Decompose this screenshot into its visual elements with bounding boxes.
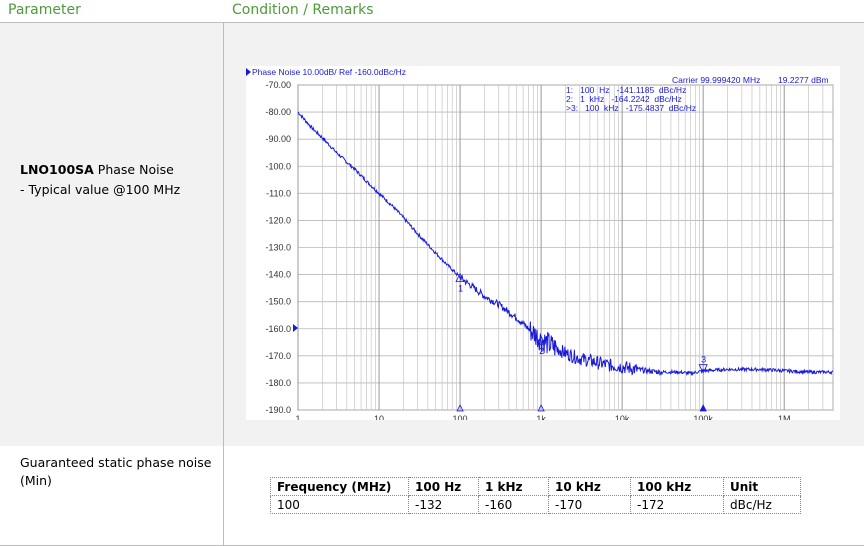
markers: 1 2 3 xyxy=(455,272,708,412)
y-tick-label: -100.0 xyxy=(265,161,291,171)
y-tick-label: -120.0 xyxy=(265,215,291,225)
ref-level-icon xyxy=(293,324,298,332)
chart-svg: -70.00 -80.00 -90.00 -100.0 -110.0 -120.0 -130… xyxy=(246,67,834,424)
phase-noise-chart: -70.00 -80.00 -90.00 -100.0 -110.0 -120.0 -130… xyxy=(246,66,840,424)
x-tick-label: 1M xyxy=(778,414,791,420)
marker-readout: >3: 100 kHz -175.4837 dBc/Hz xyxy=(566,103,696,113)
y-tick-label: -70.00 xyxy=(265,80,291,90)
spec-cell: dBc/Hz xyxy=(723,495,801,514)
x-axis: 1 10 100 1k 10k 100k 1M xyxy=(295,414,791,424)
spec-header: 10 kHz xyxy=(548,477,631,496)
spec-header: 100 kHz xyxy=(630,477,724,496)
x-tick-label: 10 xyxy=(374,414,384,420)
y-tick-label: -80.00 xyxy=(265,107,291,117)
y-tick-label: -180.0 xyxy=(265,378,291,388)
y-axis: -70.00 -80.00 -90.00 -100.0 -110.0 -120.0 -130… xyxy=(265,80,291,415)
column-divider xyxy=(223,22,224,545)
header-parameter: Parameter xyxy=(8,2,81,18)
marker-id: 2 xyxy=(539,346,544,356)
y-tick-label: -160.0 xyxy=(265,324,291,334)
x-tick-label: 100 xyxy=(453,414,468,420)
carrier-label: Carrier 99.999420 MHz xyxy=(672,75,760,85)
spec-data-row: 100 -132 -160 -170 -172 dBc/Hz xyxy=(270,495,801,514)
marker-id: 1 xyxy=(458,284,463,294)
spec-header-row: Frequency (MHz) 100 Hz 1 kHz 10 kHz 100 … xyxy=(270,477,801,496)
marker-triangle-icon xyxy=(455,272,465,283)
x-tick-label: 10k xyxy=(615,414,630,420)
param-title: Phase Noise xyxy=(93,162,174,177)
y-tick-label: -110.0 xyxy=(266,188,291,198)
spec-header: Frequency (MHz) xyxy=(270,477,409,496)
spec-cell: 100 xyxy=(270,495,409,514)
product-name: LNO100SA xyxy=(20,162,94,177)
spec-cell: -172 xyxy=(630,495,724,514)
marker-readouts: 1: 100 Hz -141.1185 dBc/Hz2: 1 kHz -164.… xyxy=(566,85,696,113)
spec-cell: -170 xyxy=(548,495,631,514)
marker-axis-icon xyxy=(456,404,464,412)
phase-noise-trace xyxy=(297,111,834,377)
y-tick-label: -140.0 xyxy=(265,270,291,280)
x-tick-label: 1 xyxy=(295,414,300,420)
spec-header: 1 kHz xyxy=(478,477,549,496)
trace-indicator-icon xyxy=(246,68,251,76)
header-row: Parameter Condition / Remarks xyxy=(0,0,864,22)
x-tick-label: 1k xyxy=(536,414,546,420)
y-tick-label: -90.00 xyxy=(265,134,291,144)
marker-triangle-icon xyxy=(698,364,708,374)
marker-axis-icon xyxy=(699,404,707,412)
spec-header: 100 Hz xyxy=(408,477,479,496)
marker-readout: 1: 100 Hz -141.1185 dBc/Hz xyxy=(566,85,686,95)
marker-id: 3 xyxy=(701,355,706,365)
y-tick-label: -130.0 xyxy=(265,243,291,253)
header-condition: Condition / Remarks xyxy=(232,2,374,18)
marker-axis-icon xyxy=(537,404,545,412)
y-tick-label: -150.0 xyxy=(265,297,291,307)
spec-table: Frequency (MHz) 100 Hz 1 kHz 10 kHz 100 … xyxy=(270,477,801,514)
grid xyxy=(297,84,834,411)
carrier-power: 19.2277 dBm xyxy=(778,75,829,85)
marker-readout: 2: 1 kHz -164.2242 dBc/Hz xyxy=(566,94,682,104)
x-tick-label: 100k xyxy=(693,414,713,420)
spec-header: Unit xyxy=(723,477,801,496)
marker-triangle-icon xyxy=(536,335,546,345)
spec-cell: -132 xyxy=(408,495,479,514)
chart-title: Phase Noise 10.00dB/ Ref -160.0dBc/Hz xyxy=(252,67,406,77)
spec-cell: -160 xyxy=(478,495,549,514)
y-tick-label: -190.0 xyxy=(265,405,291,415)
param-subtitle: - Typical value @100 MHz xyxy=(20,182,181,197)
y-tick-label: -170.0 xyxy=(265,351,291,361)
param-phase-noise: LNO100SA Phase Noise - Typical value @10… xyxy=(20,160,180,200)
param-guaranteed: Guaranteed static phase noise (Min) xyxy=(20,455,212,488)
